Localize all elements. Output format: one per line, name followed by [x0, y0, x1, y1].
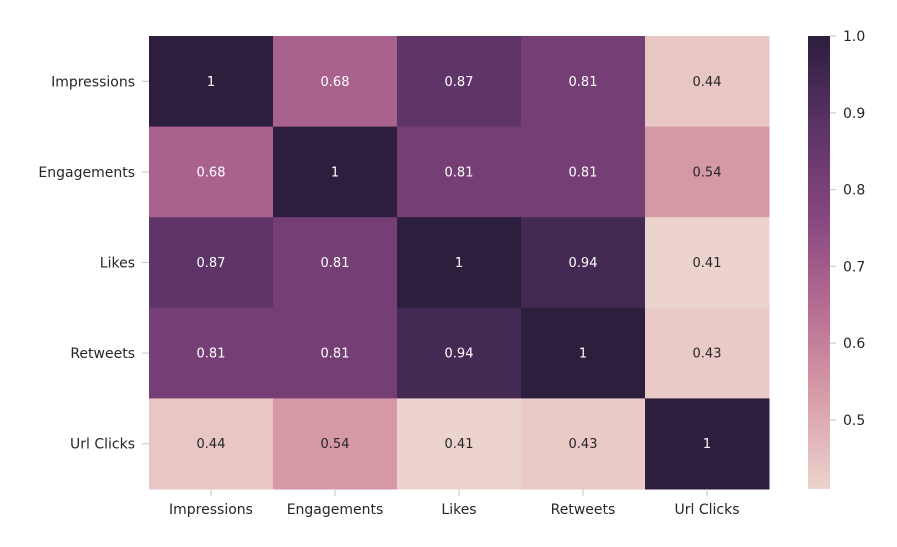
cell-value-label: 1 [207, 75, 215, 90]
heatmap-cells: 1 0.68 0.87 0.81 0.44 0.68 1 0.81 0.81 0.54 0.87 0.… [149, 36, 770, 490]
heatmap-cell [645, 398, 770, 490]
y-tick-label: Likes [100, 256, 135, 272]
cell-value-label: 1 [455, 256, 463, 271]
cell-value-label: 0.68 [321, 75, 350, 90]
cell-value-label: 0.41 [693, 256, 722, 271]
colorbar-tick-label: 1.0 [843, 29, 865, 45]
colorbar-tick-label: 0.5 [843, 413, 865, 429]
x-tick-label: Impressions [169, 502, 253, 518]
cell-value-label: 0.94 [569, 256, 598, 271]
cell-value-label: 0.81 [197, 347, 226, 362]
y-tick-label: Url Clicks [70, 437, 135, 453]
cell-value-label: 0.68 [197, 165, 226, 180]
heatmap-cell [273, 126, 398, 218]
heatmap-cell [521, 126, 646, 218]
cell-value-label: 0.44 [197, 437, 226, 452]
colorbar-tick-label: 0.8 [843, 183, 865, 199]
x-tick-label: Retweets [551, 502, 616, 518]
heatmap-cell [397, 307, 522, 399]
heatmap-cell [521, 36, 646, 128]
heatmap-cell [397, 398, 522, 490]
heatmap-cell [521, 398, 646, 490]
cell-value-label: 0.87 [445, 75, 474, 90]
cell-value-label: 1 [579, 347, 587, 362]
colorbar-ticks: 0.5 0.6 0.7 0.8 0.9 1.0 [830, 29, 865, 429]
x-axis-ticks [210, 489, 708, 496]
y-tick-label: Retweets [70, 346, 135, 362]
cell-value-label: 1 [703, 437, 711, 452]
colorbar-tick-label: 0.6 [843, 336, 865, 352]
cell-value-label: 0.54 [693, 165, 722, 180]
heatmap-cell [149, 398, 274, 490]
heatmap-cell [521, 217, 646, 309]
heatmap-cell [273, 398, 398, 490]
cell-value-label: 0.43 [693, 347, 722, 362]
x-tick-label: Url Clicks [675, 502, 740, 518]
heatmap-cell [149, 307, 274, 399]
y-axis-ticks [142, 80, 149, 445]
heatmap-cell [645, 307, 770, 399]
x-tick-label: Engagements [287, 502, 384, 518]
heatmap-cell [149, 217, 274, 309]
colorbar-tick-label: 0.9 [843, 106, 865, 122]
cell-value-label: 0.81 [321, 256, 350, 271]
heatmap-cell [645, 217, 770, 309]
cell-value-label: 0.81 [321, 347, 350, 362]
cell-value-label: 0.81 [445, 165, 474, 180]
cell-value-label: 1 [331, 165, 339, 180]
heatmap-cell [273, 217, 398, 309]
cell-value-label: 0.94 [445, 347, 474, 362]
cell-value-label: 0.54 [321, 437, 350, 452]
y-axis-labels: Impressions Engagements Likes Retweets Url C… [38, 74, 135, 452]
cell-value-label: 0.87 [197, 256, 226, 271]
cell-value-label: 0.81 [569, 75, 598, 90]
heatmap-cell [397, 36, 522, 128]
x-axis-labels: Impressions Engagements Likes Retweets Url C… [169, 502, 739, 518]
heatmap-cell [273, 307, 398, 399]
heatmap-cell [149, 126, 274, 218]
y-tick-label: Impressions [51, 74, 135, 90]
y-tick-label: Engagements [38, 165, 135, 181]
colorbar [808, 36, 830, 489]
heatmap-cell [521, 307, 646, 399]
colorbar-tick-label: 0.7 [843, 259, 865, 275]
cell-value-label: 0.41 [445, 437, 474, 452]
heatmap-cell [397, 217, 522, 309]
heatmap-cell [397, 126, 522, 218]
cell-value-label: 0.44 [693, 75, 722, 90]
heatmap-cell [149, 36, 274, 128]
heatmap-cell [645, 126, 770, 218]
heatmap-cell [645, 36, 770, 128]
cell-value-label: 0.81 [569, 165, 598, 180]
heatmap-cell [273, 36, 398, 128]
x-tick-label: Likes [441, 502, 476, 518]
cell-value-label: 0.43 [569, 437, 598, 452]
